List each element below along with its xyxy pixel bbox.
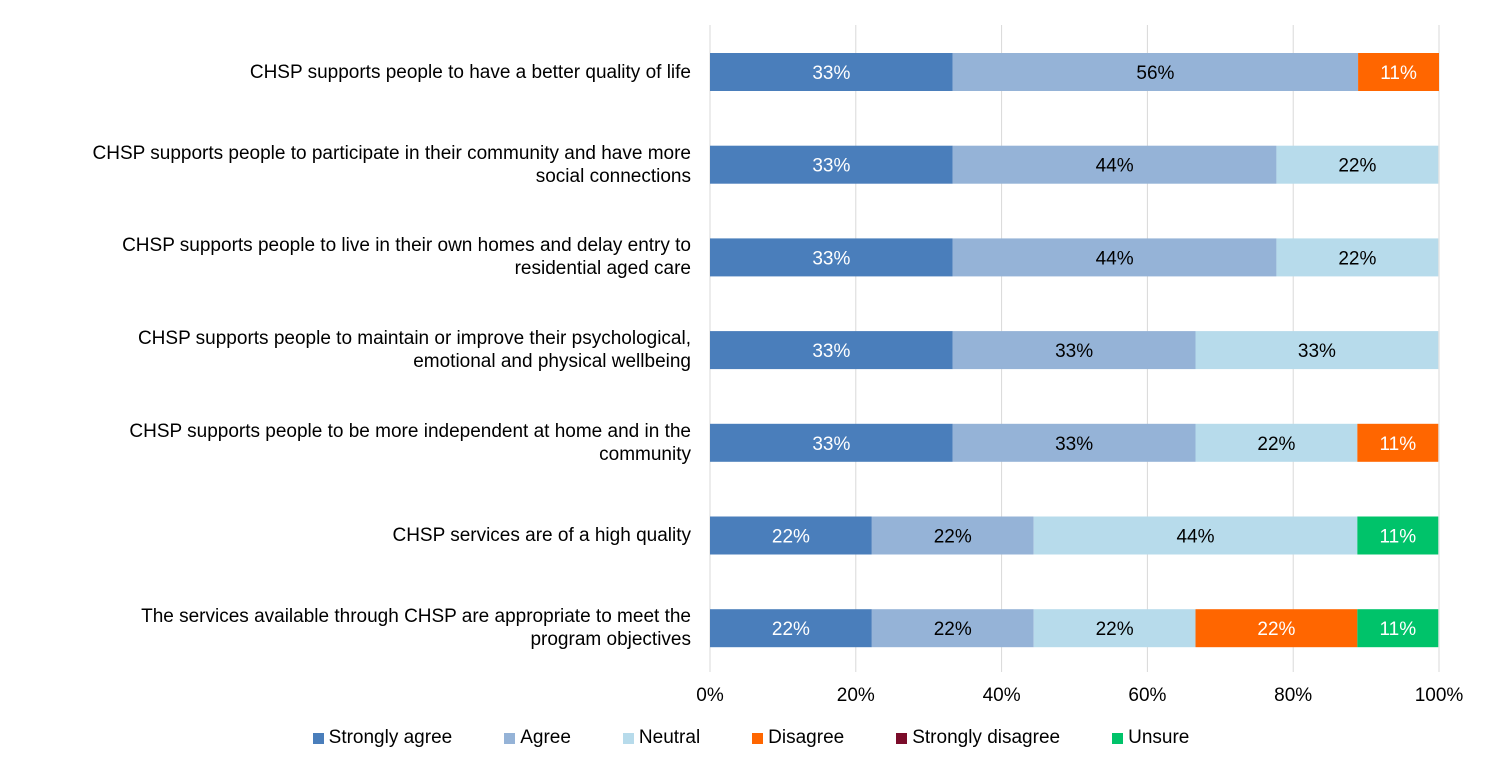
legend-item: Neutral xyxy=(622,727,701,749)
bar-segment-strongly-agree xyxy=(710,609,872,648)
legend-label: Strongly agree xyxy=(328,727,453,748)
x-tick-label: 80% xyxy=(1274,685,1313,706)
bar-segment-agree xyxy=(952,145,1277,184)
data-label: 44% xyxy=(1096,248,1134,269)
category-label-line: CHSP supports people to live in their ow… xyxy=(122,235,691,257)
x-tick-label: 0% xyxy=(696,685,724,706)
category-label-line: CHSP supports people to participate in t… xyxy=(92,142,691,164)
data-label: 33% xyxy=(1055,434,1093,455)
data-label: 33% xyxy=(812,248,850,269)
data-label: 22% xyxy=(772,527,810,548)
x-tick-label: 20% xyxy=(836,685,875,706)
legend-item: Agree xyxy=(504,727,571,749)
bar-segment-disagree xyxy=(1195,609,1358,648)
bar-segment-disagree xyxy=(1357,423,1439,462)
category-label: CHSP supports people to be more independ… xyxy=(11,420,691,466)
data-label: 11% xyxy=(1379,434,1416,455)
legend-swatch xyxy=(622,732,634,744)
legend-swatch xyxy=(1112,732,1124,744)
legend-label: Neutral xyxy=(638,727,701,748)
bar-segment-neutral xyxy=(1276,238,1439,277)
category-label: The services available through CHSP are … xyxy=(11,605,691,651)
data-label: 11% xyxy=(1380,63,1417,84)
legend-item: Strongly disagree xyxy=(896,727,1060,749)
data-label: 44% xyxy=(1096,156,1134,177)
data-label: 22% xyxy=(934,619,972,640)
category-label-line: CHSP supports people to maintain or impr… xyxy=(137,328,691,350)
category-label: CHSP supports people to live in their ow… xyxy=(11,234,691,280)
category-label-line: social connections xyxy=(535,165,691,187)
legend-label: Agree xyxy=(520,727,571,748)
category-label: CHSP services are of a high quality xyxy=(11,524,691,547)
bar-segment-agree xyxy=(952,331,1196,370)
bar-segment-strongly-agree xyxy=(710,53,953,91)
bar-segment-unsure xyxy=(1357,609,1439,648)
bar-segment-strongly-agree xyxy=(710,238,953,277)
bar-segment-neutral xyxy=(1195,331,1439,370)
legend-label: Disagree xyxy=(768,727,845,748)
category-label-line: community xyxy=(599,443,691,465)
bar-segment-agree xyxy=(952,423,1196,462)
bar-segment-agree xyxy=(952,53,1359,91)
legend: Strongly agree Agree Neutral Disagree Strong… xyxy=(0,727,1502,749)
category-label-line: program objectives xyxy=(530,629,691,651)
data-label: 22% xyxy=(1338,248,1376,269)
data-label: 33% xyxy=(812,156,850,177)
bar-segment-neutral xyxy=(1195,423,1358,462)
legend-swatch xyxy=(752,732,764,744)
legend-item: Unsure xyxy=(1112,727,1189,749)
category-label: CHSP supports people to maintain or impr… xyxy=(11,327,691,373)
bars xyxy=(710,53,1439,648)
legend-item: Strongly agree xyxy=(312,727,453,749)
category-label-line: CHSP supports people to be more independ… xyxy=(129,420,691,442)
data-label: 22% xyxy=(1257,434,1295,455)
category-label-line: emotional and physical wellbeing xyxy=(413,351,691,373)
bar-segment-disagree xyxy=(1358,53,1439,91)
category-label-line: The services available through CHSP are … xyxy=(141,606,691,628)
data-label: 11% xyxy=(1379,619,1416,640)
category-label-line: CHSP supports people to have a better qu… xyxy=(249,61,691,83)
bar-segment-neutral xyxy=(1276,145,1439,184)
bar-segment-strongly-agree xyxy=(710,145,953,184)
data-label: 56% xyxy=(1136,63,1174,84)
data-label: 33% xyxy=(812,434,850,455)
legend-label: Strongly disagree xyxy=(912,727,1061,748)
bar-segment-agree xyxy=(871,516,1034,555)
data-label: 33% xyxy=(812,63,850,84)
bar-labels: 33% 56% 11% 33% 44% 22% 33% 44% 22% 33% 33% 33% 33% 3… xyxy=(772,63,1417,640)
bar-segment-strongly-agree xyxy=(710,423,953,462)
data-label: 22% xyxy=(1096,619,1134,640)
legend-item: Disagree xyxy=(752,727,844,749)
legend-swatch xyxy=(504,732,516,744)
data-label: 44% xyxy=(1176,527,1214,548)
bar-segment-neutral xyxy=(1033,609,1196,648)
bar-segment-neutral xyxy=(1033,516,1358,555)
data-label: 22% xyxy=(1257,619,1295,640)
data-label: 33% xyxy=(812,341,850,362)
data-label: 11% xyxy=(1379,527,1416,548)
x-tick-label: 60% xyxy=(1128,685,1167,706)
bar-segment-strongly-agree xyxy=(710,331,953,370)
legend-swatch xyxy=(312,732,324,744)
data-label: 22% xyxy=(1338,156,1376,177)
category-label: CHSP supports people to have a better qu… xyxy=(11,61,691,84)
bar-segment-unsure xyxy=(1357,516,1439,555)
category-label-line: CHSP services are of a high quality xyxy=(392,525,691,546)
data-label: 33% xyxy=(1298,341,1336,362)
data-label: 22% xyxy=(772,619,810,640)
x-tick-label: 100% xyxy=(1414,685,1464,706)
data-label: 33% xyxy=(1055,341,1093,362)
legend-label: Unsure xyxy=(1128,727,1190,748)
bar-segment-agree xyxy=(952,238,1277,277)
category-label: CHSP supports people to participate in t… xyxy=(11,142,691,188)
category-label-line: residential aged care xyxy=(514,258,691,280)
data-label: 22% xyxy=(934,527,972,548)
bar-segment-agree xyxy=(871,609,1034,648)
x-tick-label: 40% xyxy=(982,685,1021,706)
bar-segment-strongly-agree xyxy=(710,516,872,555)
legend-swatch xyxy=(896,732,908,744)
